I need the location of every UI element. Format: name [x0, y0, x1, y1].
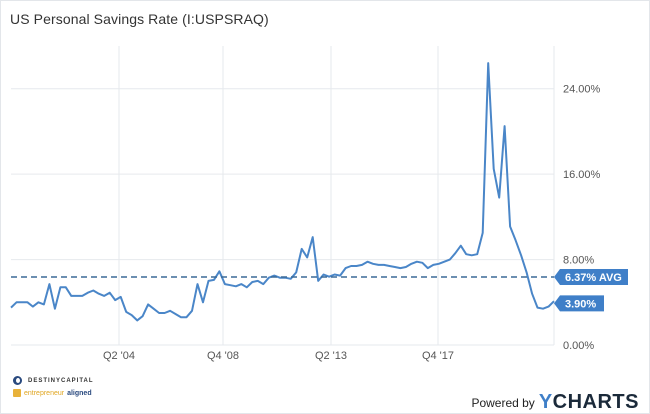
destiny-capital-mark-icon: [13, 376, 22, 385]
logo-top-text: DESTINYCAPITAL: [28, 377, 94, 384]
y-tick-label: 24.00%: [563, 84, 601, 96]
entrepreneur-aligned-mark-icon: [13, 389, 21, 397]
vertical-gridlines: [118, 46, 439, 345]
ycharts-logo-rest: CHARTS: [552, 391, 639, 413]
x-tick-label: Q4 '17: [422, 350, 454, 362]
logo-bottom-text-1: entrepreneur: [24, 389, 65, 397]
series-line: [10, 62, 555, 322]
powered-by-text: Powered by: [471, 395, 535, 410]
horizontal-gridlines: [11, 46, 555, 346]
y-tick-label: 8.00%: [563, 255, 594, 267]
powered-by-ycharts[interactable]: Powered by YCHARTS: [471, 391, 639, 414]
x-tick-label: Q2 '13: [315, 350, 347, 362]
logo-bottom-text-2: aligned: [67, 389, 92, 397]
x-axis-tick-labels: Q2 '04 Q4 '08 Q2 '13 Q4 '17: [103, 350, 454, 362]
x-tick-label: Q4 '08: [207, 350, 239, 362]
x-tick-label: Q2 '04: [103, 350, 135, 362]
last-value-label-bg: [554, 295, 604, 312]
average-value-label-bg: [554, 268, 628, 285]
ycharts-logo: YCHARTS: [539, 391, 639, 414]
chart-title: US Personal Savings Rate (I:USPSRAQ): [10, 11, 269, 27]
last-value-label-text: 3.90%: [565, 298, 596, 310]
destiny-capital-logo: DESTINYCAPITAL entrepreneur aligned: [13, 376, 94, 397]
average-value-label-text: 6.37% AVG: [565, 272, 622, 284]
y-tick-label: 16.00%: [563, 169, 601, 181]
average-value-label: 6.37% AVG: [554, 268, 628, 285]
series-layer: [10, 62, 555, 322]
value-labels: 6.37% AVG 3.90%: [554, 268, 628, 312]
ycharts-logo-y: Y: [538, 391, 553, 413]
y-tick-label: 0.00%: [563, 340, 594, 352]
y-axis-tick-labels: 0.00% 8.00% 16.00% 24.00%: [563, 84, 601, 352]
last-value-label: 3.90%: [554, 295, 604, 312]
